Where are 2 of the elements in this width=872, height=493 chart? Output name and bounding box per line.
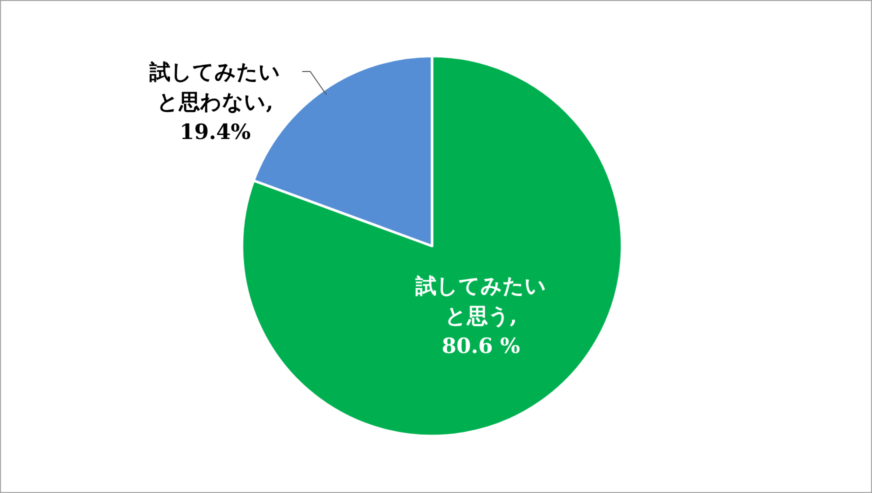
slice-label: 試してみたいと思う, 80.6 %	[414, 272, 548, 360]
slice-label: 試してみたいと思わない, 19.4%	[149, 58, 282, 146]
